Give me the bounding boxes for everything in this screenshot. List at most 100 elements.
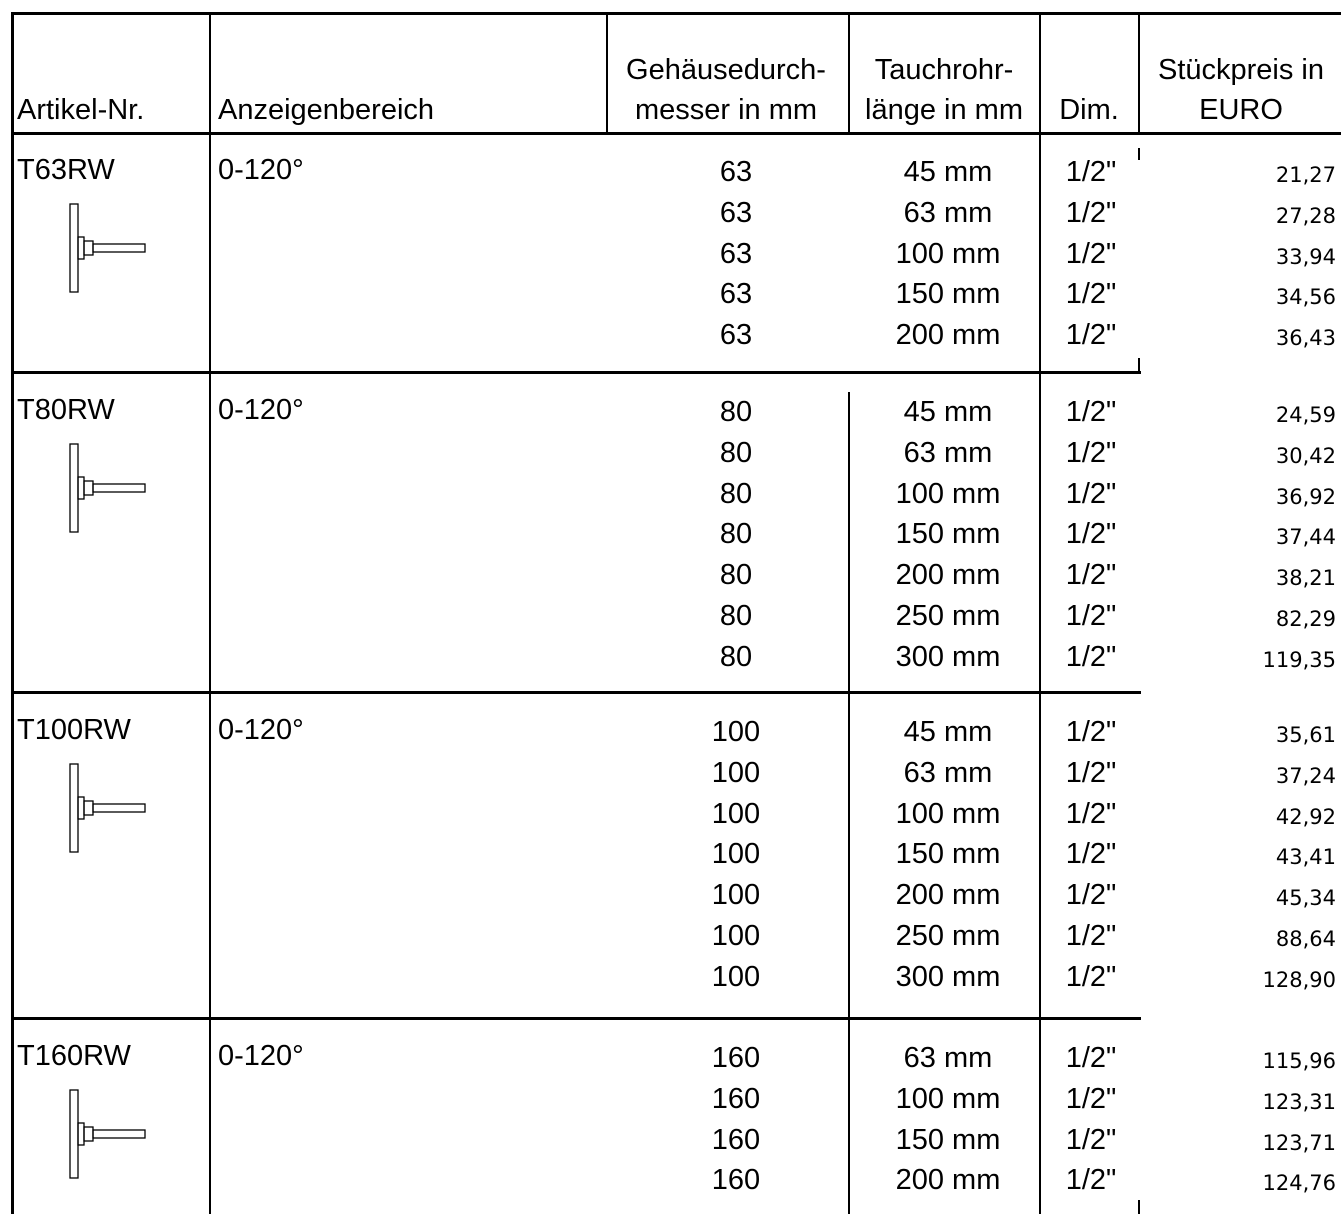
header-artikel: Artikel-Nr.: [17, 94, 145, 126]
diameter-cell: 100: [711, 960, 761, 993]
dim-cell: 1/2": [1065, 196, 1117, 229]
price-cell: 115,96: [1262, 1049, 1336, 1073]
diameter-cell: 160: [711, 1042, 761, 1074]
column-border: [848, 12, 850, 134]
column-border: [1138, 12, 1140, 134]
dim-cell: 1/2": [1065, 559, 1117, 592]
diameter-cell: 63: [719, 196, 753, 229]
dim-cell: 1/2": [1065, 838, 1117, 871]
header-bereich: Anzeigenbereich: [218, 94, 435, 126]
price-cell: 37,44: [1275, 525, 1336, 550]
length-cell: 63 mm: [903, 436, 993, 469]
header-gehaeuse-1: Gehäusedurch-: [626, 54, 826, 86]
dim-cell: 1/2": [1065, 879, 1117, 912]
price-cell: 36,92: [1275, 484, 1336, 509]
price-cell: 82,29: [1275, 607, 1336, 631]
dim-cell: 1/2": [1065, 1082, 1117, 1115]
price-cell: 119,35: [1262, 647, 1336, 672]
price-cell: 36,43: [1275, 326, 1336, 351]
length-cell: 200 mm: [895, 559, 1001, 592]
price-cell: 128,90: [1262, 967, 1336, 992]
header-tauch-1: Tauchrohr-: [874, 54, 1014, 86]
header-dim: Dim.: [1059, 94, 1119, 126]
thermometer-icon: [69, 763, 146, 853]
dim-cell: 1/2": [1065, 600, 1117, 632]
price-cell: 30,42: [1275, 443, 1336, 468]
article-number: T100RW: [17, 714, 131, 746]
header-gehaeuse-2: messer in mm: [634, 94, 818, 126]
price-cell: 42,92: [1275, 804, 1336, 829]
dim-cell: 1/2": [1065, 1123, 1117, 1156]
header-preis-1: Stückpreis in: [1157, 54, 1325, 86]
group-divider: [11, 691, 1141, 694]
dim-cell: 1/2": [1065, 960, 1117, 993]
diameter-cell: 100: [711, 879, 761, 912]
length-cell: 45 mm: [903, 156, 993, 188]
price-cell: 43,41: [1275, 845, 1336, 870]
length-cell: 63 mm: [903, 1042, 993, 1074]
price-cell: 123,31: [1262, 1089, 1336, 1114]
diameter-cell: 63: [719, 237, 753, 270]
column-border-stub: [1138, 358, 1140, 372]
diameter-cell: 63: [719, 156, 753, 188]
dim-cell: 1/2": [1065, 756, 1117, 789]
length-cell: 200 mm: [895, 319, 1001, 352]
price-cell: 124,76: [1262, 1171, 1336, 1196]
header-tauch-2: länge in mm: [865, 94, 1023, 126]
thermometer-icon: [69, 443, 146, 533]
length-cell: 200 mm: [895, 1164, 1001, 1197]
group-divider: [11, 1017, 1141, 1020]
column-border: [11, 12, 14, 1214]
display-range: 0-120°: [218, 1040, 304, 1072]
length-cell: 250 mm: [895, 920, 1001, 952]
diameter-cell: 80: [719, 640, 753, 673]
group-divider: [11, 371, 1141, 374]
diameter-cell: 80: [719, 477, 753, 510]
length-cell: 250 mm: [895, 600, 1001, 632]
dim-cell: 1/2": [1065, 518, 1117, 551]
length-cell: 63 mm: [903, 196, 993, 229]
dim-cell: 1/2": [1065, 477, 1117, 510]
length-cell: 45 mm: [903, 716, 993, 748]
price-cell: 35,61: [1275, 723, 1336, 747]
thermometer-icon: [69, 1089, 146, 1179]
length-cell: 100 mm: [895, 237, 1001, 270]
column-border: [848, 392, 850, 1214]
column-border-stub: [1138, 1200, 1140, 1214]
price-cell: 24,59: [1275, 403, 1336, 427]
dim-cell: 1/2": [1065, 156, 1117, 188]
diameter-cell: 100: [711, 797, 761, 830]
price-cell: 88,64: [1275, 927, 1336, 951]
diameter-cell: 160: [711, 1082, 761, 1115]
price-cell: 45,34: [1275, 886, 1336, 911]
header-preis-2: EURO: [1199, 94, 1283, 126]
length-cell: 63 mm: [903, 756, 993, 789]
length-cell: 45 mm: [903, 396, 993, 428]
length-cell: 100 mm: [895, 477, 1001, 510]
length-cell: 200 mm: [895, 879, 1001, 912]
diameter-cell: 100: [711, 920, 761, 952]
dim-cell: 1/2": [1065, 920, 1117, 952]
dim-cell: 1/2": [1065, 436, 1117, 469]
display-range: 0-120°: [218, 154, 304, 186]
length-cell: 100 mm: [895, 797, 1001, 830]
dim-cell: 1/2": [1065, 278, 1117, 311]
display-range: 0-120°: [218, 714, 304, 746]
price-cell: 21,27: [1275, 163, 1336, 187]
column-border: [209, 12, 211, 1214]
length-cell: 150 mm: [895, 518, 1001, 551]
price-cell: 27,28: [1275, 203, 1336, 228]
column-border: [1039, 12, 1041, 1214]
dim-cell: 1/2": [1065, 319, 1117, 352]
length-cell: 300 mm: [895, 640, 1001, 673]
length-cell: 100 mm: [895, 1082, 1001, 1115]
price-cell: 33,94: [1275, 244, 1336, 269]
dim-cell: 1/2": [1065, 797, 1117, 830]
diameter-cell: 100: [711, 756, 761, 789]
length-cell: 150 mm: [895, 278, 1001, 311]
table-top-border: [11, 12, 1341, 15]
column-border: [606, 12, 608, 134]
column-border-stub: [1138, 148, 1140, 160]
diameter-cell: 80: [719, 600, 753, 632]
